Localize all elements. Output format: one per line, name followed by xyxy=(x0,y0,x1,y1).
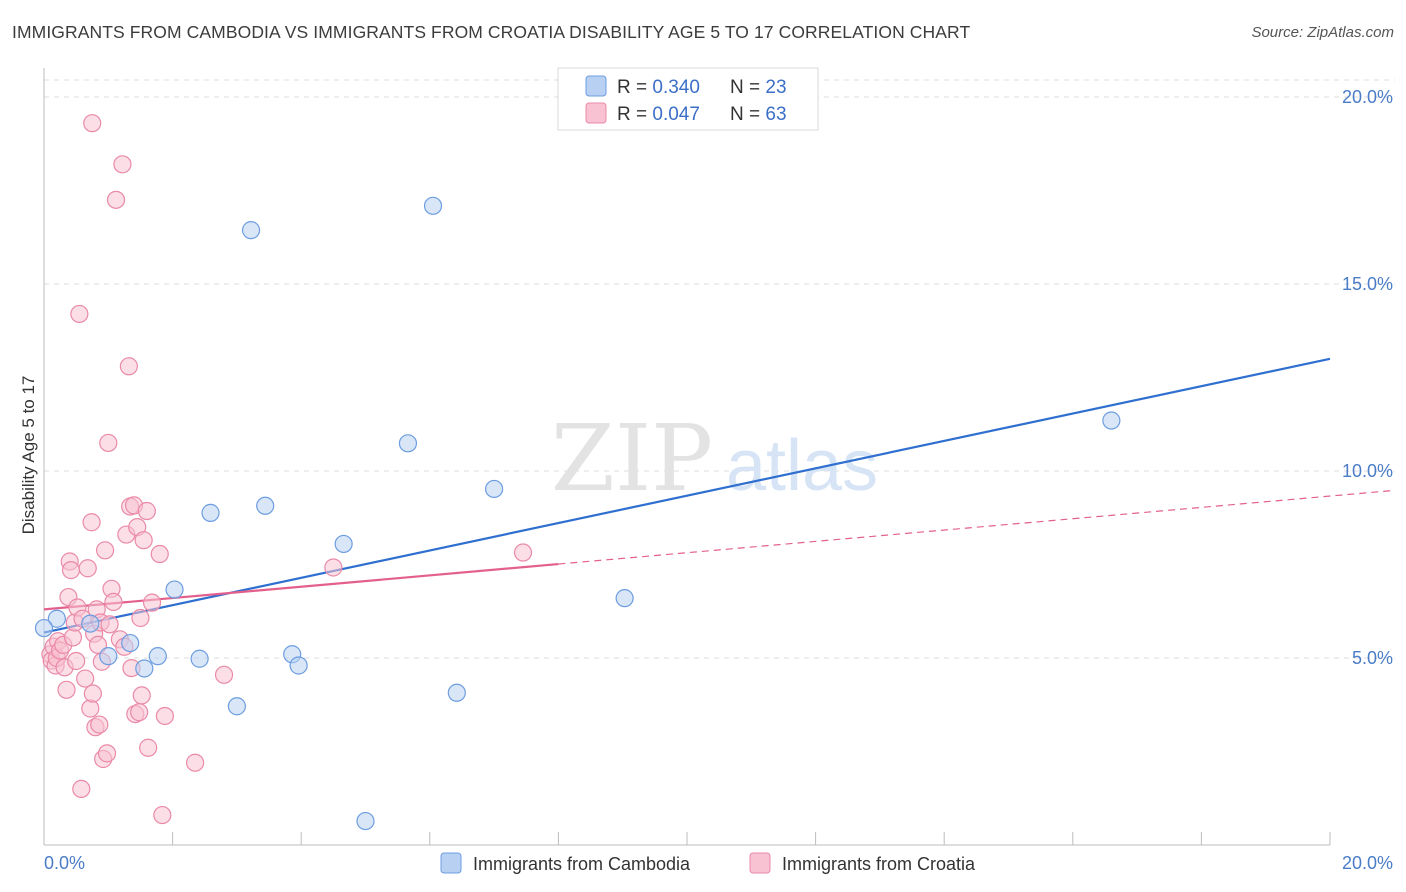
watermark-atlas: atlas xyxy=(726,426,878,506)
point-croatia xyxy=(186,753,205,772)
point-croatia xyxy=(137,501,156,521)
legend-swatch-croatia xyxy=(585,102,607,124)
trend-line-cambodia xyxy=(43,357,1331,634)
point-cambodia xyxy=(485,479,504,499)
point-croatia xyxy=(83,684,102,703)
legend-row-croatia-n: N = 63 xyxy=(730,104,787,125)
chart-title: IMMIGRANTS FROM CAMBODIA VS IMMIGRANTS F… xyxy=(12,22,971,42)
point-croatia xyxy=(119,357,138,376)
legend-r-value: 0.047 xyxy=(652,104,700,125)
point-cambodia xyxy=(447,683,466,702)
bottom-legend-swatch-croatia xyxy=(749,852,771,874)
point-croatia xyxy=(67,651,86,671)
point-cambodia xyxy=(241,221,261,240)
point-croatia xyxy=(113,155,132,174)
point-cambodia xyxy=(356,811,375,831)
point-croatia xyxy=(63,628,83,647)
point-croatia xyxy=(70,304,89,324)
y-tick-label: 15.0% xyxy=(1342,274,1393,294)
point-croatia xyxy=(513,543,533,562)
legend-row-cambodia-n: N = 23 xyxy=(730,77,787,98)
watermark-zip: ZIP xyxy=(551,405,713,512)
point-croatia xyxy=(324,558,343,577)
trend-line-dashed-croatia xyxy=(558,489,1396,565)
point-croatia xyxy=(83,114,102,133)
y-tick-label: 5.0% xyxy=(1352,648,1393,668)
point-cambodia xyxy=(615,589,634,608)
point-croatia xyxy=(134,531,153,550)
point-croatia xyxy=(95,541,115,560)
point-croatia xyxy=(106,190,126,209)
bottom-legend: Immigrants from Cambodia Immigrants from… xyxy=(440,852,976,874)
point-cambodia xyxy=(165,580,184,599)
point-cambodia xyxy=(34,618,54,638)
point-croatia xyxy=(82,513,101,532)
legend-r-label: R = xyxy=(617,104,652,125)
point-cambodia xyxy=(99,647,118,666)
point-croatia xyxy=(131,608,150,628)
point-cambodia xyxy=(81,614,100,633)
point-croatia xyxy=(104,592,123,612)
top-legend: R = 0.340 N = 23 R = 0.047 N = 63 xyxy=(557,67,819,131)
grid-layer xyxy=(44,79,1395,659)
point-cambodia xyxy=(398,434,418,453)
point-croatia xyxy=(57,680,76,699)
point-cambodia xyxy=(121,633,140,653)
points-layer xyxy=(34,114,1121,831)
legend-n-label: N = xyxy=(730,77,765,98)
y-tick-label: 10.0% xyxy=(1342,461,1393,481)
point-croatia xyxy=(72,779,91,799)
point-croatia xyxy=(155,706,174,726)
point-cambodia xyxy=(289,656,308,675)
legend-r-value: 0.340 xyxy=(652,77,700,98)
point-croatia xyxy=(99,433,118,453)
point-croatia xyxy=(100,615,119,634)
point-croatia xyxy=(88,635,108,655)
point-cambodia xyxy=(190,649,209,668)
bottom-legend-label-croatia: Immigrants from Croatia xyxy=(782,854,976,874)
point-cambodia xyxy=(256,496,275,515)
point-croatia xyxy=(61,561,81,580)
point-cambodia xyxy=(135,659,154,678)
bottom-legend-label-cambodia: Immigrants from Cambodia xyxy=(473,854,691,874)
trend-layer xyxy=(43,357,1396,634)
point-croatia xyxy=(139,738,158,757)
point-cambodia xyxy=(334,534,353,554)
watermark: ZIP atlas xyxy=(551,405,878,512)
trend-line-croatia xyxy=(43,562,559,611)
y-tick-label: 20.0% xyxy=(1342,87,1393,107)
x-tick-label: 20.0% xyxy=(1342,853,1393,873)
point-croatia xyxy=(150,544,169,564)
point-croatia xyxy=(132,686,151,705)
point-croatia xyxy=(78,559,97,578)
point-croatia xyxy=(130,703,149,722)
legend-n-label: N = xyxy=(730,104,765,125)
point-croatia xyxy=(90,715,109,734)
point-croatia xyxy=(214,665,234,684)
point-cambodia xyxy=(47,609,66,628)
point-croatia xyxy=(97,744,117,763)
legend-row-cambodia: R = 0.340 xyxy=(617,77,700,98)
point-croatia xyxy=(142,593,162,612)
legend-n-value: 63 xyxy=(765,104,786,125)
bottom-legend-swatch-cambodia xyxy=(440,852,462,874)
point-croatia xyxy=(76,669,95,688)
point-cambodia xyxy=(423,196,443,215)
legend-row-croatia: R = 0.047 xyxy=(617,104,700,125)
point-cambodia xyxy=(201,503,220,522)
y-axis-title: Disability Age 5 to 17 xyxy=(19,376,38,535)
axes-layer: 5.0% 10.0% 15.0% 20.0% 0.0% 20.0% xyxy=(43,68,1393,873)
point-cambodia xyxy=(227,697,246,716)
legend-r-label: R = xyxy=(617,77,652,98)
point-croatia xyxy=(153,805,172,825)
x-tick-label: 0.0% xyxy=(44,853,85,873)
legend-swatch-cambodia xyxy=(585,75,607,97)
point-cambodia xyxy=(148,647,167,666)
point-croatia xyxy=(81,699,100,718)
point-cambodia xyxy=(1102,411,1121,430)
legend-n-value: 23 xyxy=(765,77,786,98)
chart-source: Source: ZipAtlas.com xyxy=(1251,24,1394,41)
